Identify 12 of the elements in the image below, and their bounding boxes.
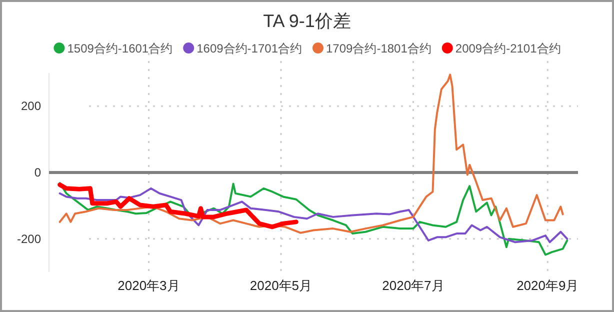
legend-label: 1609合约-1701合约 (196, 42, 302, 56)
x-tick-label: 2020年9月 (516, 278, 579, 293)
x-tick-label: 2020年3月 (118, 278, 180, 293)
chart-title: TA 9-1价差 (263, 11, 351, 31)
y-tick-label: 0 (34, 166, 42, 180)
legend-label: 1709合约-1801合约 (326, 42, 432, 56)
x-tick-label: 2020年7月 (382, 278, 444, 293)
x-tick-label: 2020年5月 (250, 278, 312, 293)
legend-label: 2009合约-2101合约 (455, 42, 561, 56)
legend-label: 1509合约-1601合约 (67, 42, 173, 56)
y-tick-label: 200 (20, 99, 42, 114)
y-tick-label: -200 (16, 232, 42, 246)
